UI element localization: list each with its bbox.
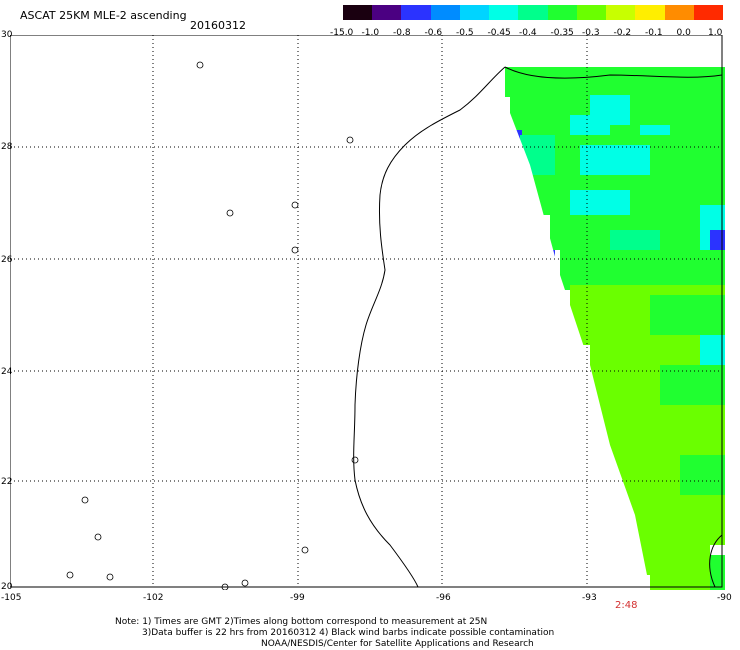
lon-label-90: -90 [717,593,732,603]
map-canvas [10,35,725,590]
island-outline [241,579,249,587]
colorbar-label: -0.35 [550,28,574,38]
lon-label-99: -99 [290,593,305,603]
lat-label-20: 20 [1,582,13,592]
wind-data-cell [650,295,725,335]
lon-label-105: -105 [1,593,22,603]
colorbar-label: -0.8 [393,28,411,38]
colorbar-swatch [635,5,665,20]
colorbar-swatch [489,5,519,20]
coastline-north [504,66,723,79]
wind-data-cell [560,250,725,290]
colorbar-label: -0.2 [613,28,632,38]
island-outline [221,583,229,590]
colorbar-swatch [693,5,724,20]
swath-mask [10,35,650,590]
colorbar-label: -0.1 [645,28,663,38]
island-outline [346,136,354,144]
colorbar-swatch [372,5,402,20]
colorbar-swatch [547,5,577,20]
note-line-3: NOAA/NESDIS/Center for Satellite Applica… [261,639,534,649]
pass-time-label: 2:48 [615,600,638,611]
lon-label-96: -96 [436,593,451,603]
note-line-2: 3)Data buffer is 22 hrs from 20160312 4)… [142,628,555,638]
colorbar-swatch [459,5,490,20]
lon-label-102: -102 [143,593,164,603]
map-border [10,35,723,588]
colorbar-label: -15.0 [330,28,354,38]
lat-label-30: 30 [1,30,13,40]
colorbar-swatch [343,5,373,20]
colorbar-label: -0.4 [519,28,537,38]
island-outline [81,496,89,504]
island-outline [106,573,114,581]
lat-label-24: 24 [1,367,13,377]
colorbar-label: -1.0 [361,28,380,38]
lat-label-26: 26 [1,255,13,265]
colorbar-swatch [576,5,607,20]
colorbar-swatch [518,5,548,20]
lat-label-22: 22 [1,477,13,487]
colorbar-label: -0.6 [424,28,443,38]
colorbar-label: -0.45 [487,28,511,38]
island-outline [226,209,234,217]
colorbar [343,5,724,20]
island-outline [196,61,204,69]
island-outline [291,201,299,209]
colorbar-swatch [664,5,694,20]
wind-data-cell [680,455,725,495]
island-outline [291,246,299,254]
island-outline [351,456,359,464]
colorbar-label: -0.5 [456,28,474,38]
lat-label-28: 28 [1,142,13,152]
colorbar-swatch [401,5,431,20]
wind-data-cell [505,67,725,97]
coastline [353,66,506,588]
wind-data-cell [650,575,725,590]
wind-data-cell [600,405,725,445]
coastline-yucatan [709,534,723,588]
island-outline [66,571,74,579]
colorbar-label: -0.3 [582,28,600,38]
wind-data-cell [660,365,725,405]
note-line-1: Note: 1) Times are GMT 2)Times along bot… [115,617,488,627]
wind-data-cell [625,505,725,545]
colorbar-swatch [430,5,460,20]
colorbar-label: 0.0 [676,28,691,38]
island-outline [94,533,102,541]
colorbar-label: 1.0 [708,28,723,38]
figure-date: 20160312 [190,19,246,32]
figure-title: ASCAT 25KM MLE-2 ascending [20,9,187,22]
wind-data-cell [710,555,725,590]
wind-data-cell [640,545,710,575]
wind-data-cell [570,190,630,215]
colorbar-swatch [606,5,636,20]
island-outline [301,546,309,554]
lon-label-93: -93 [582,593,597,603]
